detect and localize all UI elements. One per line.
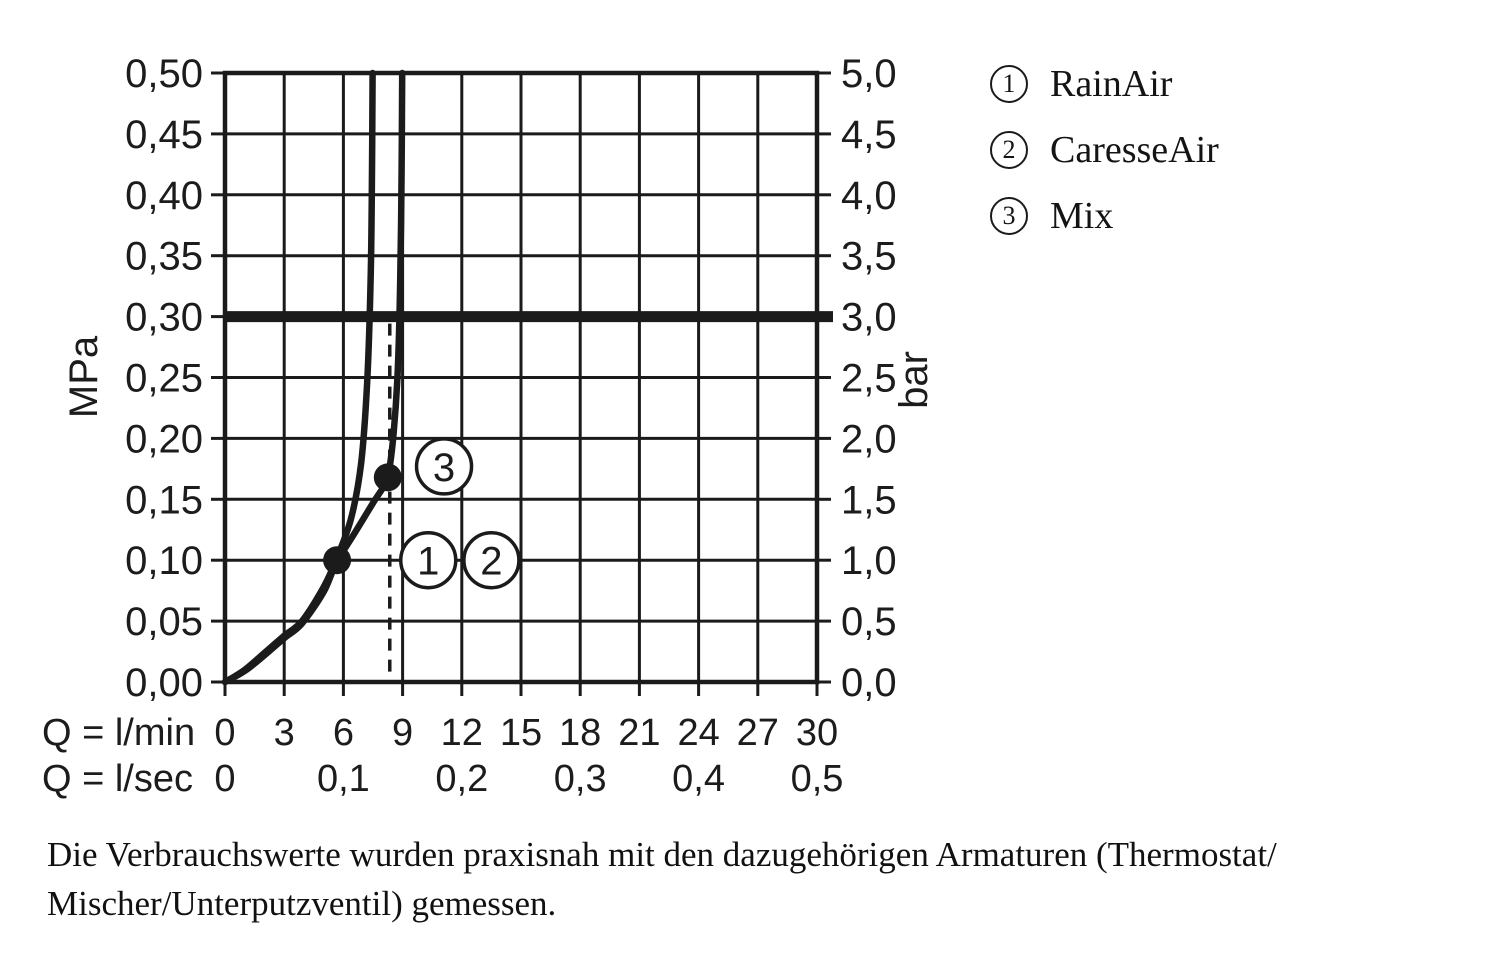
curve-marker-circle-1 — [399, 530, 458, 590]
curve-marker-number-2: 2 — [480, 540, 502, 584]
x-axis-unit-lmin: Q = l/min — [42, 712, 195, 754]
y-axis-right-title: bar — [892, 351, 936, 409]
measurement-dots — [323, 463, 402, 575]
y-right-tick-label: 1,0 — [841, 539, 897, 583]
plot-border — [222, 70, 820, 685]
plot-border — [222, 70, 820, 685]
y-left-tick-label: 0,05 — [125, 600, 203, 644]
curve-marker-number-3: 3 — [433, 446, 455, 490]
y-right-tick-label: 2,0 — [841, 417, 897, 461]
curve-marker-circle-3 — [414, 437, 474, 496]
legend-circled-number-3: 3 — [990, 197, 1028, 235]
x-tick-label-lmin: 27 — [737, 712, 779, 754]
x-tick-label-lsec: 0,2 — [435, 758, 488, 800]
x-tick-label-lmin: 0 — [214, 712, 235, 754]
x-tick-label-lsec: 0,1 — [317, 758, 370, 800]
caption: Die Verbrauchswerte wurden praxisnah mit… — [47, 830, 1467, 928]
legend-item-caresseair: 2 CaresseAir — [990, 128, 1219, 172]
y-left-tick-label: 0,35 — [125, 235, 203, 279]
y-left-tick-label: 0,10 — [125, 539, 203, 583]
legend-label-mix: Mix — [1050, 195, 1114, 237]
legend-circled-number-1: 1 — [990, 65, 1028, 103]
x-tick-label-lmin: 24 — [677, 712, 719, 754]
y-right-tick-label: 3,0 — [841, 296, 897, 340]
tick-labels: 0,00 0,00,05 0,50,10 1,00,15 1,50,20 2,00,25 2… — [125, 52, 896, 800]
measurement-dot — [373, 463, 402, 492]
x-axis-unit-lsec: Q = l/sec — [42, 758, 193, 800]
legend-label-rainair: RainAir — [1050, 63, 1173, 105]
y-left-tick-label: 0,45 — [125, 113, 203, 157]
y-axis-left-title: MPa — [62, 335, 106, 418]
y-left-tick-label: 0,15 — [125, 478, 203, 522]
x-tick-label-lmin: 12 — [441, 712, 483, 754]
y-right-tick-label: 1,5 — [841, 478, 897, 522]
legend-item-rainair: 1 RainAir — [990, 62, 1219, 106]
y-right-tick-label: 5,0 — [841, 52, 897, 96]
curve-marker-circle-2 — [462, 530, 521, 590]
caption-line-2: Mischer/Unterputzventil) gemessen. — [47, 884, 557, 923]
grid — [223, 71, 819, 684]
y-left-tick-label: 0,40 — [125, 174, 203, 218]
x-tick-label-lmin: 9 — [392, 712, 413, 754]
legend-label-caresseair: CaresseAir — [1050, 129, 1219, 171]
x-tick-label-lsec: 0,3 — [554, 758, 607, 800]
curve-series-2 — [221, 69, 406, 686]
x-tick-label-lmin: 21 — [618, 712, 660, 754]
caption-line-1: Die Verbrauchswerte wurden praxisnah mit… — [47, 835, 1277, 874]
x-tick-label-lsec: 0,4 — [672, 758, 725, 800]
legend-circled-number-2: 2 — [990, 131, 1028, 169]
legend-item-mix: 3 Mix — [990, 194, 1219, 238]
x-tick-label-lmin: 6 — [333, 712, 354, 754]
y-right-tick-label: 0,5 — [841, 600, 897, 644]
x-tick-label-lsec: 0,5 — [791, 758, 844, 800]
y-left-tick-label: 0,30 — [125, 296, 203, 340]
x-tick-label-lsec: 0 — [214, 758, 235, 800]
x-tick-label-lmin: 3 — [274, 712, 295, 754]
curve-number-markers: 1 2 3 — [399, 437, 521, 590]
measurement-dot — [323, 546, 352, 575]
y-left-tick-label: 0,50 — [125, 52, 203, 96]
curve-marker-number-1: 1 — [417, 540, 439, 584]
pressure-flow-curves — [221, 69, 406, 686]
y-right-tick-label: 3,5 — [841, 235, 897, 279]
y-right-tick-label: 4,0 — [841, 174, 897, 218]
y-left-tick-label: 0,00 — [125, 661, 203, 705]
y-right-tick-label: 0,0 — [841, 661, 897, 705]
x-tick-label-lmin: 18 — [559, 712, 601, 754]
x-tick-label-lmin: 30 — [796, 712, 838, 754]
y-left-tick-label: 0,20 — [125, 417, 203, 461]
y-right-tick-label: 4,5 — [841, 113, 897, 157]
y-left-tick-label: 0,25 — [125, 357, 203, 401]
y-right-tick-label: 2,5 — [841, 357, 897, 401]
legend: 1 RainAir 2 CaresseAir 3 Mix — [990, 62, 1219, 238]
x-tick-label-lmin: 15 — [500, 712, 542, 754]
